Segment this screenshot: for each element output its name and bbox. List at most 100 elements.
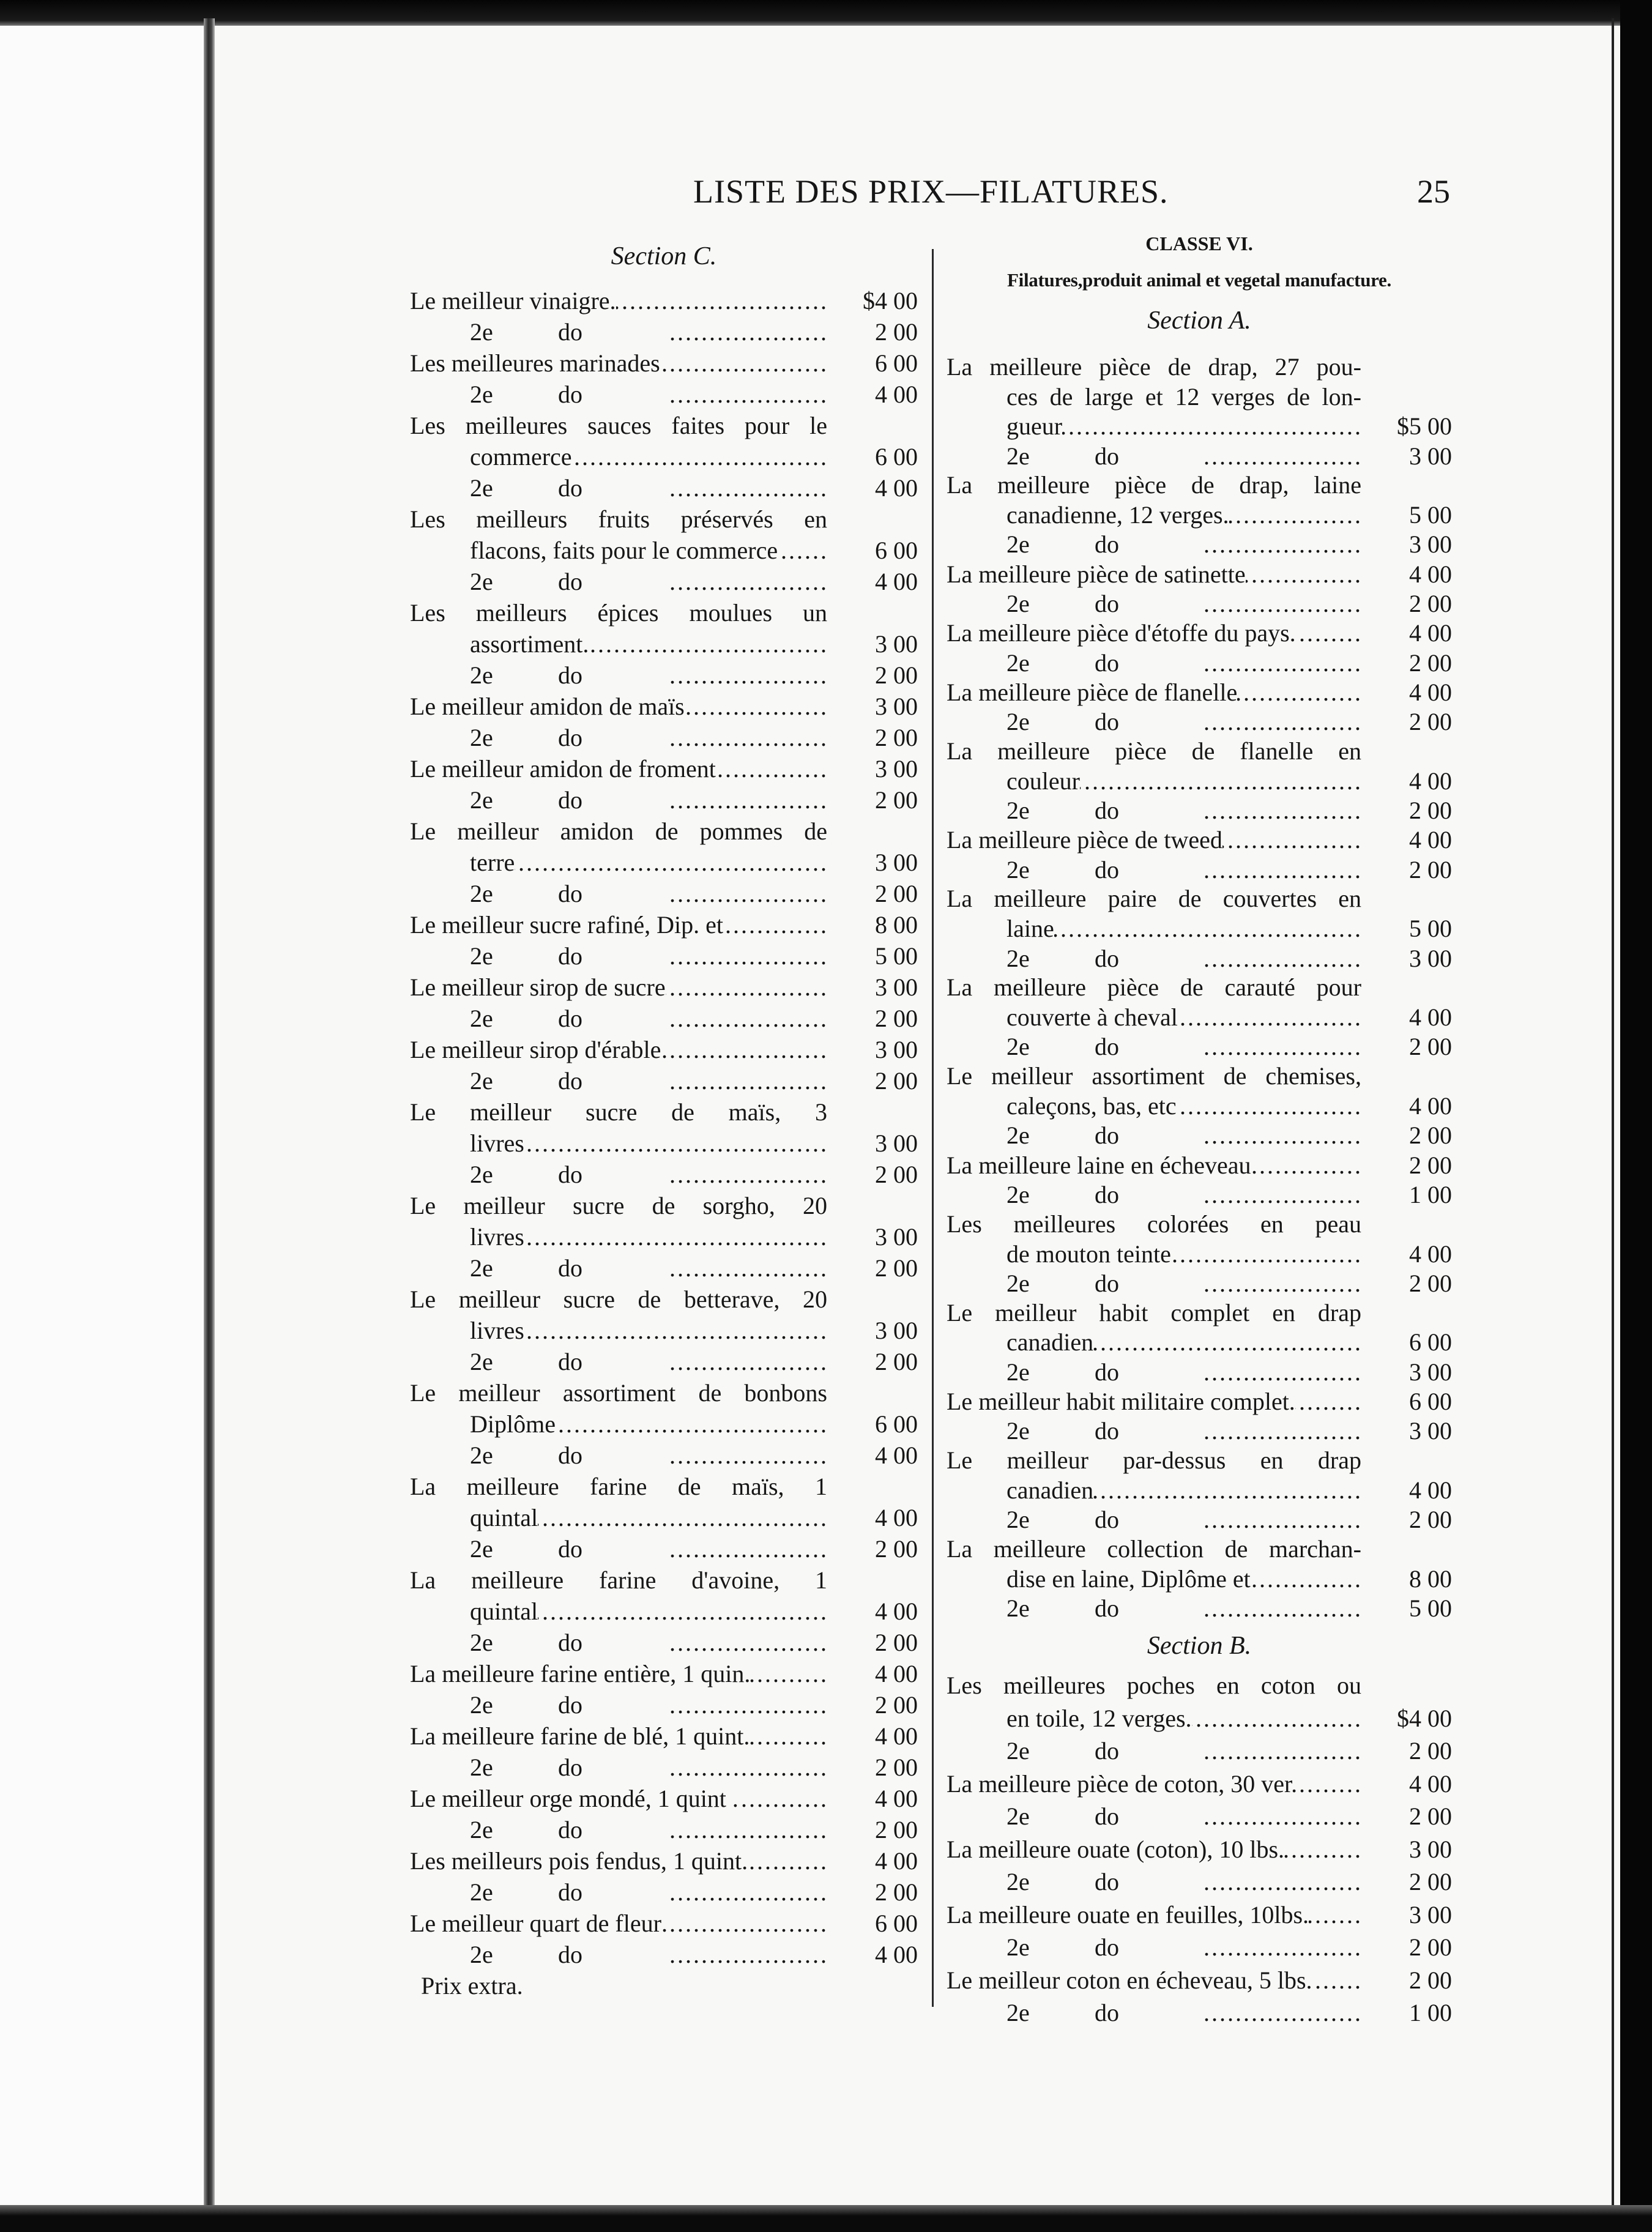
prize-amount: 2 00 xyxy=(1409,1802,1452,1831)
prize-text-line: Le meilleur assortiment de chemises, xyxy=(947,1062,1452,1091)
prize-amount: 5 00 xyxy=(1409,915,1452,943)
prize-row: Le meilleur vinaigre. $4 00 xyxy=(410,285,918,316)
prize-text-line: La meilleure pièce de carauté pour xyxy=(947,973,1452,1002)
prize-amount: 6 00 xyxy=(875,1910,918,1937)
prize-row: Le meilleur coton en écheveau, 5 lbs. 2 0… xyxy=(947,1964,1452,1997)
prize-amount: 4 00 xyxy=(875,1442,918,1469)
prize-amount: 4 00 xyxy=(1409,767,1452,795)
dot-leader xyxy=(1093,1328,1374,1356)
prize-description: Les meilleurs fruits préservés en xyxy=(410,505,827,533)
second-prize-row: 2e do 2 00 xyxy=(947,648,1452,677)
dot-leader xyxy=(661,1909,839,1938)
prize-description: La meilleure pièce de coton, 30 ver. xyxy=(947,1769,1298,1798)
rank-label: 2e xyxy=(470,1442,493,1469)
dot-leader xyxy=(589,630,839,658)
dot-leader xyxy=(668,1347,839,1376)
second-prize-row: 2e do 2 00 xyxy=(410,1814,918,1845)
prize-description: livres xyxy=(470,1129,524,1157)
dot-leader xyxy=(1246,560,1374,589)
second-prize-row: 2e do 4 00 xyxy=(410,1440,918,1471)
prize-row: commerce 6 00 xyxy=(410,441,918,472)
prize-amount: 3 00 xyxy=(1409,944,1452,972)
dot-leader xyxy=(666,973,839,1002)
prize-text-line: ces de large et 12 verges de lon- xyxy=(947,382,1452,411)
prize-text-line: La meilleure farine d'avoine, 1 xyxy=(410,1564,918,1596)
prize-row: terre 3 00 xyxy=(410,847,918,878)
prize-row: flacons, faits pour le commerce 6 00 xyxy=(410,535,918,566)
ditto-label: do xyxy=(558,318,582,346)
prize-description: Les meilleurs pois fendus, 1 quint. xyxy=(410,1847,748,1875)
rank-label: 2e xyxy=(1006,1594,1030,1623)
prize-description: La meilleure pièce de flanelle xyxy=(947,678,1238,706)
prize-description: Le meilleur orge mondé, 1 quint . xyxy=(410,1785,739,1812)
prize-amount: 2 00 xyxy=(1409,1966,1452,1994)
dot-leader xyxy=(1205,1121,1374,1150)
dot-leader xyxy=(1205,1998,1374,2027)
left-column: Section C. Le meilleur vinaigre. $4 00 2e d… xyxy=(410,241,918,2001)
dot-leader xyxy=(1205,944,1374,973)
ditto-label: do xyxy=(1095,1269,1119,1297)
prize-row: Le meilleur amidon de maïs 3 00 xyxy=(410,691,918,722)
prize-row: La meilleure farine de blé, 1 quint. 4 00 xyxy=(410,1720,918,1752)
prize-amount: 2 00 xyxy=(875,1816,918,1843)
prize-amount: 6 00 xyxy=(875,537,918,564)
prize-amount: 4 00 xyxy=(875,1785,918,1812)
prize-row: Le meilleur sucre rafiné, Dip. et 8 00 xyxy=(410,909,918,940)
rank-label: 2e xyxy=(470,474,493,502)
ditto-label: do xyxy=(558,1005,582,1032)
prize-amount: $4 00 xyxy=(1397,1704,1452,1732)
page-number: 25 xyxy=(1417,173,1450,210)
dot-leader xyxy=(1205,1933,1374,1962)
prize-amount: 4 00 xyxy=(875,1941,918,1968)
ditto-label: do xyxy=(558,1878,582,1906)
second-prize-row: 2e do 2 00 xyxy=(410,1877,918,1908)
rank-label: 2e xyxy=(470,661,493,689)
rank-label: 2e xyxy=(1006,708,1030,736)
second-prize-row: 2e do 3 00 xyxy=(947,530,1452,559)
prize-row: canadien 6 00 xyxy=(947,1328,1452,1357)
prize-description: La meilleure pièce de carauté pour xyxy=(947,973,1361,1002)
prize-amount: 2 00 xyxy=(1409,1868,1452,1896)
prize-text-line: Les meilleures poches en coton ou xyxy=(947,1669,1452,1702)
rank-label: 2e xyxy=(1006,1417,1030,1445)
rank-label: 2e xyxy=(470,568,493,595)
ditto-label: do xyxy=(1095,1802,1119,1831)
ditto-label: do xyxy=(558,1254,582,1282)
dot-leader xyxy=(1296,619,1374,647)
dot-leader xyxy=(616,286,839,315)
prize-description: Le meilleur coton en écheveau, 5 lbs. xyxy=(947,1966,1312,1994)
ditto-label: do xyxy=(558,568,582,595)
rank-label: 2e xyxy=(1006,530,1030,559)
ditto-label: do xyxy=(558,1629,582,1656)
prize-amount: 4 00 xyxy=(875,381,918,408)
section-b-prize-list: Les meilleures poches en coton ou en toil… xyxy=(947,1669,1452,2029)
dot-leader xyxy=(538,1597,839,1626)
prize-description: La meilleure pièce de satinette xyxy=(947,560,1246,588)
prize-amount: 2 00 xyxy=(875,1067,918,1095)
second-prize-row: 2e do 2 00 xyxy=(947,589,1452,618)
second-prize-row: 2e do 2 00 xyxy=(947,1866,1452,1899)
dot-leader xyxy=(661,1035,839,1064)
prize-row: livres 3 00 xyxy=(410,1128,918,1159)
prize-amount: 3 00 xyxy=(1409,1358,1452,1386)
prize-row: La meilleure pièce de coton, 30 ver. 4 00 xyxy=(947,1768,1452,1801)
prize-amount: 4 00 xyxy=(875,474,918,502)
prize-amount: 2 00 xyxy=(875,724,918,751)
second-prize-row: 2e do 2 00 xyxy=(947,1505,1452,1534)
prize-amount: 2 00 xyxy=(875,318,918,346)
rank-label: 2e xyxy=(470,1161,493,1188)
prize-description: Diplôme xyxy=(470,1410,556,1438)
ditto-label: do xyxy=(558,474,582,502)
prize-amount: 2 00 xyxy=(875,1254,918,1282)
dot-leader xyxy=(1080,767,1374,795)
ditto-label: do xyxy=(558,1816,582,1843)
dot-leader xyxy=(739,1784,839,1813)
prize-text-line: Le meilleur par-dessus en drap xyxy=(947,1446,1452,1475)
prize-description: La meilleure paire de couvertes en xyxy=(947,885,1361,913)
rank-label: 2e xyxy=(470,786,493,814)
second-prize-row: 2e do 2 00 xyxy=(410,1627,918,1658)
ditto-label: do xyxy=(558,880,582,907)
dot-leader xyxy=(668,1066,839,1095)
second-prize-row: 2e do 1 00 xyxy=(947,1996,1452,2029)
second-prize-row: 2e do 2 00 xyxy=(947,1268,1452,1298)
